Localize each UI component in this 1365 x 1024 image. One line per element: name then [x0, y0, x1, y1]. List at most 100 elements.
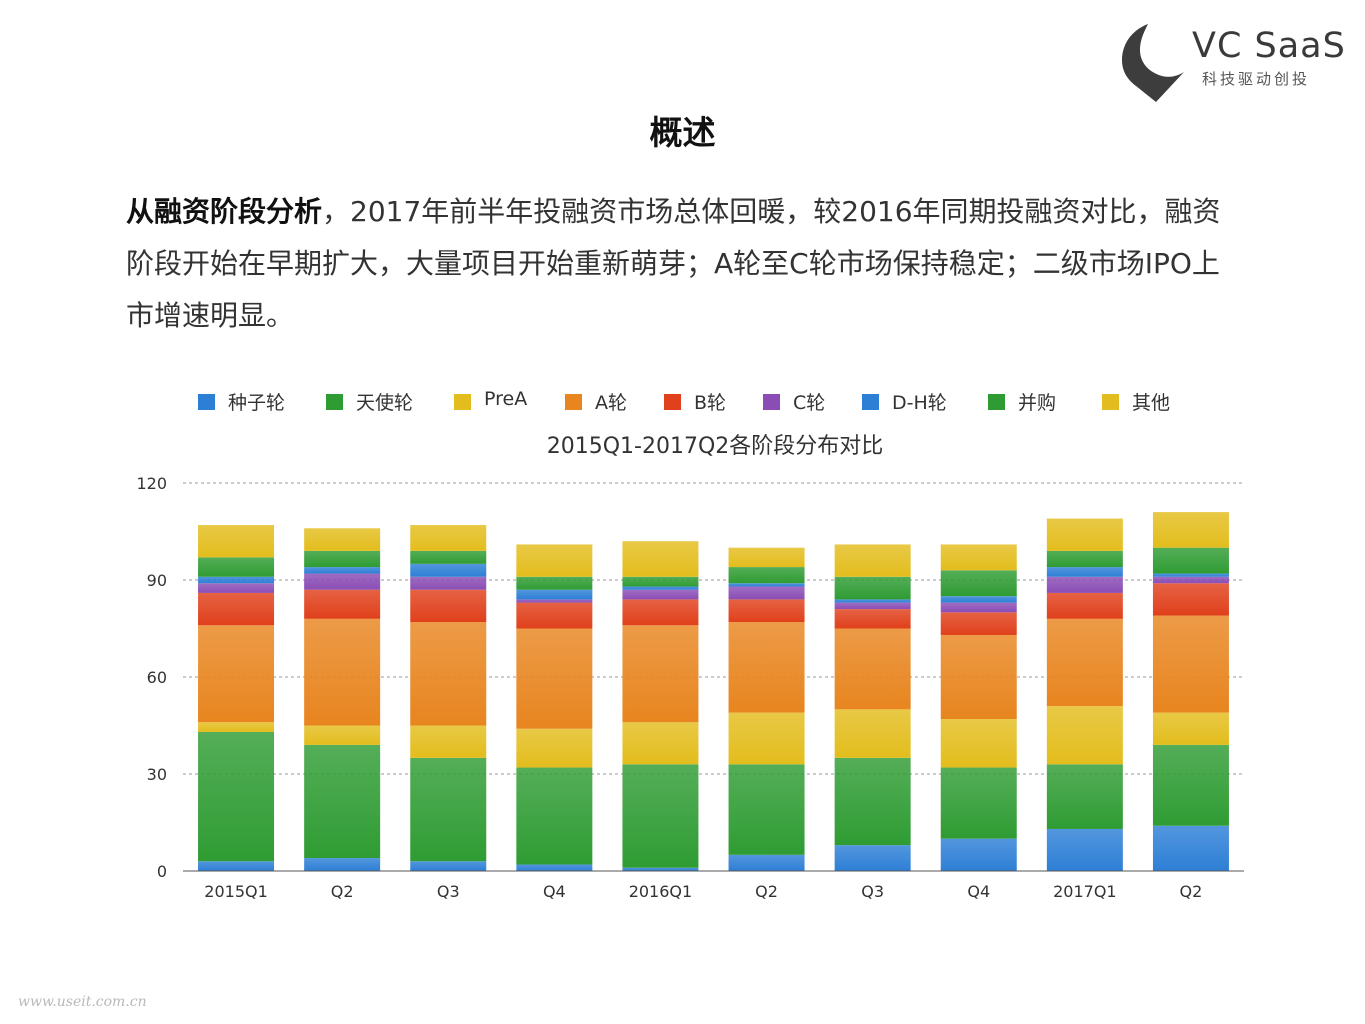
bar-segment [834, 757, 911, 846]
bar-segment [304, 744, 381, 859]
legend-swatch [565, 394, 582, 410]
legend-swatch [862, 394, 879, 410]
x-tick-label: Q3 [861, 882, 884, 901]
bar-segment [940, 596, 1017, 603]
x-tick-label: 2015Q1 [204, 882, 267, 901]
bar-segment [834, 544, 911, 577]
bar-segment [198, 557, 275, 577]
bar-segment [1046, 518, 1123, 551]
vc-saas-logo: VC SaaS 科技驱动创投 [1118, 20, 1348, 110]
bar-segment [728, 622, 805, 713]
x-tick-label: Q2 [755, 882, 778, 901]
legend-swatch [1102, 394, 1119, 410]
bar-segment [728, 712, 805, 765]
bar-segment [1152, 576, 1229, 584]
bar-segment [622, 599, 699, 626]
bar-segment [940, 612, 1017, 635]
bar-segment [1046, 706, 1123, 765]
bar-segment [516, 544, 593, 577]
bar-segment [1152, 615, 1229, 713]
bar-segment [728, 567, 805, 584]
x-tick-label: Q2 [331, 882, 354, 901]
bar-segment [304, 528, 381, 551]
legend-swatch [664, 394, 681, 410]
bar-segment [410, 550, 487, 564]
bar-segment [728, 547, 805, 568]
bar-segment [198, 861, 275, 871]
bar-segment [622, 589, 699, 600]
stacked-bar-chart: 0 30 60 90 120 2015Q1 Q2 Q3 Q4 2016Q1 Q2 Q3 Q4 2017Q1… [136, 474, 1244, 901]
bar-segment [516, 602, 593, 629]
bar-segment [516, 599, 593, 603]
bar-segment [1152, 583, 1229, 616]
bar-segment [410, 861, 487, 871]
x-tick-label: Q4 [967, 882, 990, 901]
bar-segment [940, 602, 1017, 613]
bar-segment [516, 589, 593, 600]
bar-segment [1046, 618, 1123, 707]
bar-segment [198, 576, 275, 584]
bar-segment [834, 628, 911, 710]
legend-label: 其他 [1132, 392, 1171, 414]
bar-segment [1046, 567, 1123, 577]
bar-segment [1152, 547, 1229, 574]
summary-body: ，2017年前半年投融资市场总体回暖，较2016年同期投融资对比，融资阶段开始在… [126, 195, 1221, 332]
bar-segment [410, 725, 487, 758]
bar-segment [728, 764, 805, 855]
bar-segment [940, 634, 1017, 720]
legend-label: A轮 [595, 392, 627, 414]
legend-swatch [763, 394, 780, 410]
vc-saas-logo-icon [1122, 24, 1184, 102]
legend-swatch [454, 394, 471, 410]
bar-segment [1152, 712, 1229, 745]
bar-segment [198, 722, 275, 732]
bar-segment [728, 586, 805, 600]
bar-segment [304, 858, 381, 871]
summary-lead: 从融资阶段分析 [126, 195, 323, 228]
bar-segment [516, 728, 593, 768]
x-tick-label: Q4 [543, 882, 566, 901]
bar-segment [198, 583, 275, 593]
y-tick-label: 0 [157, 862, 167, 881]
bar-segment [410, 576, 487, 590]
bar-segment [834, 709, 911, 758]
bar-segment [304, 573, 381, 590]
bar-segment [728, 854, 805, 871]
bar-segment [410, 563, 487, 577]
legend-label: C轮 [793, 392, 826, 414]
bar-segment [304, 618, 381, 726]
x-tick-label: 2017Q1 [1053, 882, 1117, 901]
bar-segment [304, 589, 381, 619]
legend-label: D-H轮 [892, 392, 947, 414]
bar-segment [622, 576, 699, 587]
bar-segment [198, 525, 275, 558]
x-tick-label: 2016Q1 [629, 882, 693, 901]
bar-segment [1046, 592, 1123, 619]
bar-segment [728, 599, 805, 623]
bar-segment [304, 725, 381, 745]
bar-segment [728, 583, 805, 587]
legend-swatch [326, 394, 343, 410]
legend-label: B轮 [694, 392, 727, 414]
bar-segment [1046, 576, 1123, 593]
bar-segment [622, 722, 699, 765]
bar-segment [834, 602, 911, 610]
legend-swatch [988, 394, 1005, 410]
bar-segment [1152, 512, 1229, 548]
bar-segment [834, 599, 911, 603]
y-tick-label: 90 [147, 571, 167, 590]
bar-segment [940, 544, 1017, 571]
x-tick-label: Q3 [437, 882, 460, 901]
bar-segment [304, 567, 381, 574]
page-title: 概述 [649, 113, 716, 152]
watermark: www.useit.com.cn [18, 994, 147, 1010]
y-tick-label: 60 [147, 668, 167, 687]
bar-segment [198, 625, 275, 723]
legend-label: 种子轮 [228, 392, 286, 414]
legend-label: 天使轮 [356, 392, 414, 414]
bar-segment [516, 576, 593, 590]
bar-segment [1152, 573, 1229, 577]
bar-segment [410, 622, 487, 726]
bar-segment [410, 525, 487, 551]
bar-segment [516, 864, 593, 871]
